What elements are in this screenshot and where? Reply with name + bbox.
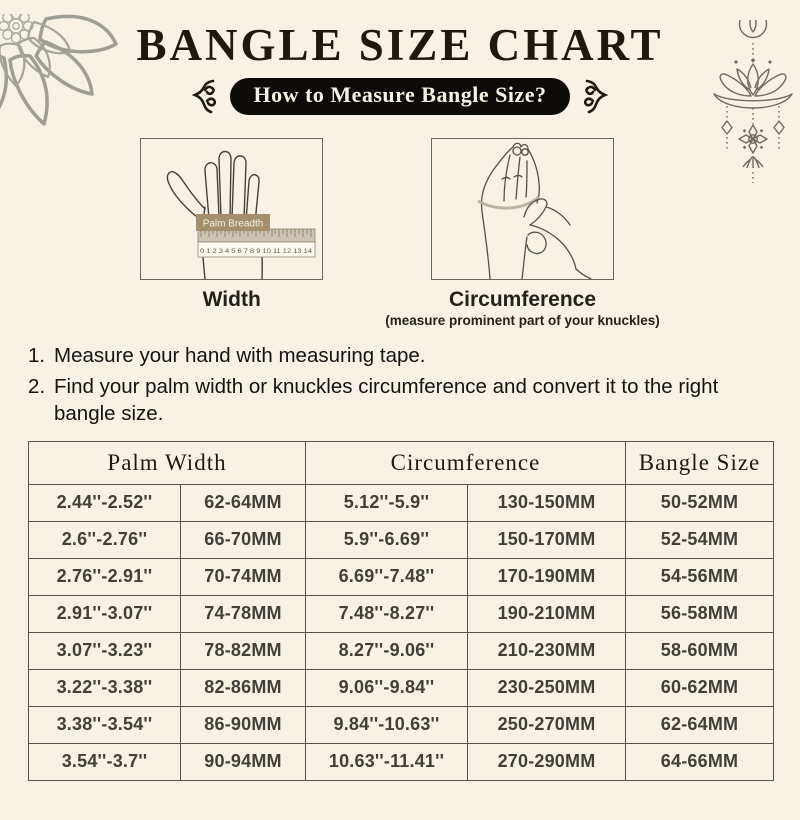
measuring-tape-line (477, 195, 540, 210)
instruction-number: 2. (28, 375, 46, 399)
ruler: 0 1 2 3 4 5 6 7 8 9 10 11 12 13 14 (197, 228, 316, 258)
table-cell: 3.22''-3.38'' (28, 668, 181, 707)
palm-breadth-label-text: Palm Breadth (203, 218, 264, 229)
instruction-step-2: 2. Find your palm width or knuckles circ… (28, 374, 768, 427)
table-cell: 270-290MM (467, 742, 626, 781)
table-row: 3.22''-3.38'' 82-86MM 9.06''-9.84'' 230-250… (28, 668, 774, 707)
flourish-left-icon (191, 79, 216, 114)
hand-with-ruler-drawing: 0 1 2 3 4 5 6 7 8 9 10 11 12 13 14 Palm … (166, 150, 316, 280)
table-cell: 2.6''-2.76'' (28, 520, 181, 559)
table-cell: 70-74MM (180, 557, 306, 596)
table-cell: 5.9''-6.69'' (305, 520, 468, 559)
table-cell: 58-60MM (625, 631, 774, 670)
subtitle-banner: How to Measure Bangle Size? (0, 78, 800, 116)
table-header-row: Palm Width Circumference Bangle Size (28, 440, 774, 485)
table-cell: 2.91''-3.07'' (28, 594, 181, 633)
table-row: 2.76''-2.91'' 70-74MM 6.69''-7.48'' 170-190… (28, 557, 774, 596)
column-header-bangle-size: Bangle Size (625, 440, 774, 485)
hand-with-tape-drawing (477, 142, 592, 280)
table-row: 3.38''-3.54'' 86-90MM 9.84''-10.63'' 250-27… (28, 705, 774, 744)
flourish-right-icon (584, 79, 609, 114)
circumference-illustration-group: Circumference (measure prominent part of… (385, 137, 660, 328)
table-cell: 66-70MM (180, 520, 306, 559)
circumference-caption: Circumference (448, 287, 597, 311)
measure-instructions: 1. Measure your hand with measuring tape… (0, 343, 768, 428)
table-row: 2.44''-2.52'' 62-64MM 5.12''-5.9'' 130-150M… (28, 483, 774, 522)
bangle-size-table: Palm Width Circumference Bangle Size 2.4… (28, 440, 774, 781)
table-cell: 50-52MM (625, 483, 774, 522)
table-cell: 8.27''-9.06'' (305, 631, 468, 670)
table-cell: 52-54MM (625, 520, 774, 559)
width-caption: Width (202, 287, 261, 311)
table-cell: 3.54''-3.7'' (28, 742, 181, 781)
table-cell: 62-64MM (180, 483, 306, 522)
table-cell: 5.12''-5.9'' (305, 483, 468, 522)
table-cell: 10.63''-11.41'' (305, 742, 468, 781)
table-cell: 82-86MM (180, 668, 306, 707)
table-cell: 74-78MM (180, 594, 306, 633)
table-cell: 130-150MM (467, 483, 626, 522)
table-cell: 86-90MM (180, 705, 306, 744)
table-cell: 78-82MM (180, 631, 306, 670)
table-row: 3.54''-3.7'' 90-94MM 10.63''-11.41'' 270-29… (28, 742, 774, 781)
column-header-circumference: Circumference (305, 440, 626, 485)
width-illustration: 0 1 2 3 4 5 6 7 8 9 10 11 12 13 14 Palm … (140, 137, 324, 280)
table-cell: 230-250MM (467, 668, 626, 707)
table-cell: 210-230MM (467, 631, 626, 670)
table-cell: 250-270MM (467, 705, 626, 744)
table-cell: 64-66MM (625, 742, 774, 781)
table-cell: 9.84''-10.63'' (305, 705, 468, 744)
instruction-step-1: 1. Measure your hand with measuring tape… (28, 343, 768, 370)
table-row: 3.07''-3.23'' 78-82MM 8.27''-9.06'' 210-230… (28, 631, 774, 670)
table-cell: 60-62MM (625, 668, 774, 707)
table-cell: 56-58MM (625, 594, 774, 633)
table-cell: 9.06''-9.84'' (305, 668, 468, 707)
table-cell: 170-190MM (467, 557, 626, 596)
table-cell: 54-56MM (625, 557, 774, 596)
table-cell: 7.48''-8.27'' (305, 594, 468, 633)
instruction-number: 1. (28, 343, 46, 367)
table-cell: 2.76''-2.91'' (28, 557, 181, 596)
column-header-palm-width: Palm Width (28, 440, 306, 485)
table-cell: 3.07''-3.23'' (28, 631, 181, 670)
how-to-measure-illustrations: 0 1 2 3 4 5 6 7 8 9 10 11 12 13 14 Palm … (0, 137, 800, 328)
instruction-text: Measure your hand with measuring tape. (54, 343, 426, 367)
table-cell: 6.69''-7.48'' (305, 557, 468, 596)
table-cell: 2.44''-2.52'' (28, 483, 181, 522)
table-cell: 3.38''-3.54'' (28, 705, 181, 744)
table-cell: 190-210MM (467, 594, 626, 633)
palm-breadth-label: Palm Breadth (196, 213, 271, 231)
table-cell: 90-94MM (180, 742, 306, 781)
instruction-text: Find your palm width or knuckles circumf… (54, 375, 719, 426)
ruler-numbers: 0 1 2 3 4 5 6 7 8 9 10 11 12 13 14 (200, 248, 313, 255)
table-row: 2.91''-3.07'' 74-78MM 7.48''-8.27'' 190-210… (28, 594, 774, 633)
page-title: BANGLE SIZE CHART (136, 20, 664, 70)
circumference-note: (measure prominent part of your knuckles… (385, 312, 660, 328)
table-row: 2.6''-2.76'' 66-70MM 5.9''-6.69'' 150-170MM… (28, 520, 774, 559)
table-cell: 150-170MM (467, 520, 626, 559)
subtitle-pill: How to Measure Bangle Size? (229, 78, 571, 116)
table-cell: 62-64MM (625, 705, 774, 744)
width-illustration-group: 0 1 2 3 4 5 6 7 8 9 10 11 12 13 14 Palm … (140, 137, 324, 328)
circumference-illustration (431, 137, 614, 280)
